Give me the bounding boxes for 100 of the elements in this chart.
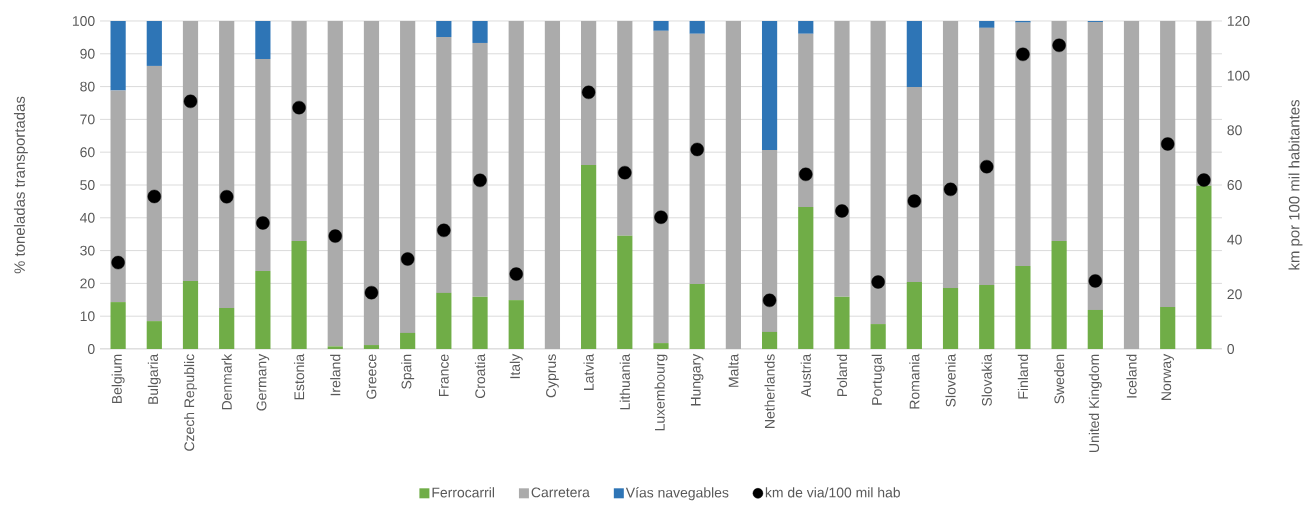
bar — [472, 20, 488, 43]
x-tick-label: Italy — [509, 353, 523, 379]
bar — [400, 332, 416, 349]
point — [183, 94, 198, 109]
x-tick-label: Spain — [401, 354, 415, 389]
x-tick-label: Bulgaria — [147, 353, 161, 404]
y-tick-label: 0 — [87, 344, 95, 354]
point — [473, 173, 487, 188]
point — [980, 159, 994, 174]
point — [1161, 137, 1175, 151]
point — [654, 210, 668, 224]
y2-tick-label: 80 — [1227, 125, 1242, 136]
point — [690, 142, 704, 157]
bar — [508, 20, 524, 301]
bar — [255, 20, 271, 60]
point — [147, 189, 162, 204]
bar — [725, 20, 741, 349]
bar — [436, 292, 452, 349]
bar — [110, 302, 126, 349]
bar — [761, 331, 778, 349]
bar — [219, 307, 235, 349]
bar — [689, 33, 705, 285]
bar — [146, 20, 162, 66]
bar — [1015, 266, 1031, 349]
point — [618, 165, 632, 180]
x-tick-label: Netherlands — [764, 354, 775, 428]
bar — [110, 90, 126, 303]
x-tick-label: Finland — [1017, 354, 1029, 399]
x-tick-label: Lithuania — [619, 353, 630, 410]
bar — [291, 241, 307, 349]
x-tick-label: Slovenia — [945, 353, 956, 407]
bar — [146, 65, 162, 322]
y-tick-label: 10 — [80, 311, 95, 322]
point — [871, 275, 885, 289]
y-tick-label: 90 — [80, 48, 95, 59]
bar — [942, 287, 959, 349]
bar — [761, 149, 778, 332]
x-tick-label: France — [438, 354, 449, 397]
y2-tick-label: 0 — [1227, 344, 1235, 354]
x-tick-label: Malta — [728, 353, 739, 387]
y2-tick-label: 100 — [1227, 70, 1250, 81]
x-tick-label: Portugal — [871, 354, 885, 405]
bar — [1160, 20, 1176, 307]
bar — [400, 20, 416, 333]
bar — [472, 296, 488, 349]
x-tick-label: Slovakia — [981, 353, 992, 406]
y-tick-label: 100 — [72, 16, 95, 26]
bar — [906, 86, 922, 283]
point — [943, 182, 958, 197]
bar — [617, 20, 633, 236]
point — [328, 229, 342, 243]
bar — [906, 282, 922, 349]
x-tick-label: Hungary — [690, 353, 704, 406]
x-tick-label: Croatia — [474, 353, 486, 399]
point — [1016, 47, 1030, 62]
x-tick-label: Belgium — [111, 354, 125, 404]
x-tick-label: Sweden — [1053, 354, 1065, 404]
point — [256, 216, 270, 230]
x-tick-label: Poland — [836, 354, 848, 397]
bar — [653, 343, 669, 349]
bar — [942, 20, 959, 288]
point — [1052, 38, 1066, 53]
bar — [798, 206, 814, 349]
bar — [1087, 309, 1103, 349]
y-tick-label: 20 — [80, 278, 95, 289]
bar — [653, 30, 669, 344]
bar — [1051, 20, 1067, 242]
x-tick-label: Germany — [256, 353, 270, 411]
legend-label: km de via/100 mil hab — [765, 487, 900, 498]
point — [219, 190, 234, 204]
bar — [1196, 185, 1212, 349]
bar — [472, 42, 488, 297]
point — [799, 167, 813, 182]
x-tick-label: Ireland — [330, 354, 341, 396]
bar — [146, 321, 162, 349]
bar — [291, 20, 307, 242]
point — [509, 267, 523, 281]
x-tick-label: Iceland — [1126, 354, 1137, 398]
x-tick-label: Norway — [1161, 353, 1174, 400]
bar — [870, 20, 886, 325]
y-tick-label: 30 — [80, 245, 95, 256]
bar — [182, 281, 199, 349]
bar — [581, 164, 597, 349]
x-tick-label: Estonia — [293, 353, 305, 400]
bar — [798, 33, 814, 207]
x-tick-label: Cyprus — [546, 354, 559, 398]
bar — [581, 20, 597, 165]
bar — [834, 20, 850, 297]
y2-tick-label: 20 — [1227, 289, 1242, 300]
y-tick-label: 40 — [79, 212, 95, 223]
bar — [653, 20, 669, 31]
point — [835, 204, 849, 218]
bar — [798, 20, 814, 34]
x-tick-label: United Kingdom — [1088, 354, 1102, 452]
point — [762, 293, 777, 308]
legend-label: Vías navegables — [625, 487, 729, 501]
x-tick-label: Austria — [800, 353, 811, 398]
bar — [834, 296, 850, 349]
bar — [870, 324, 886, 349]
x-tick-label: Romania — [909, 353, 920, 409]
